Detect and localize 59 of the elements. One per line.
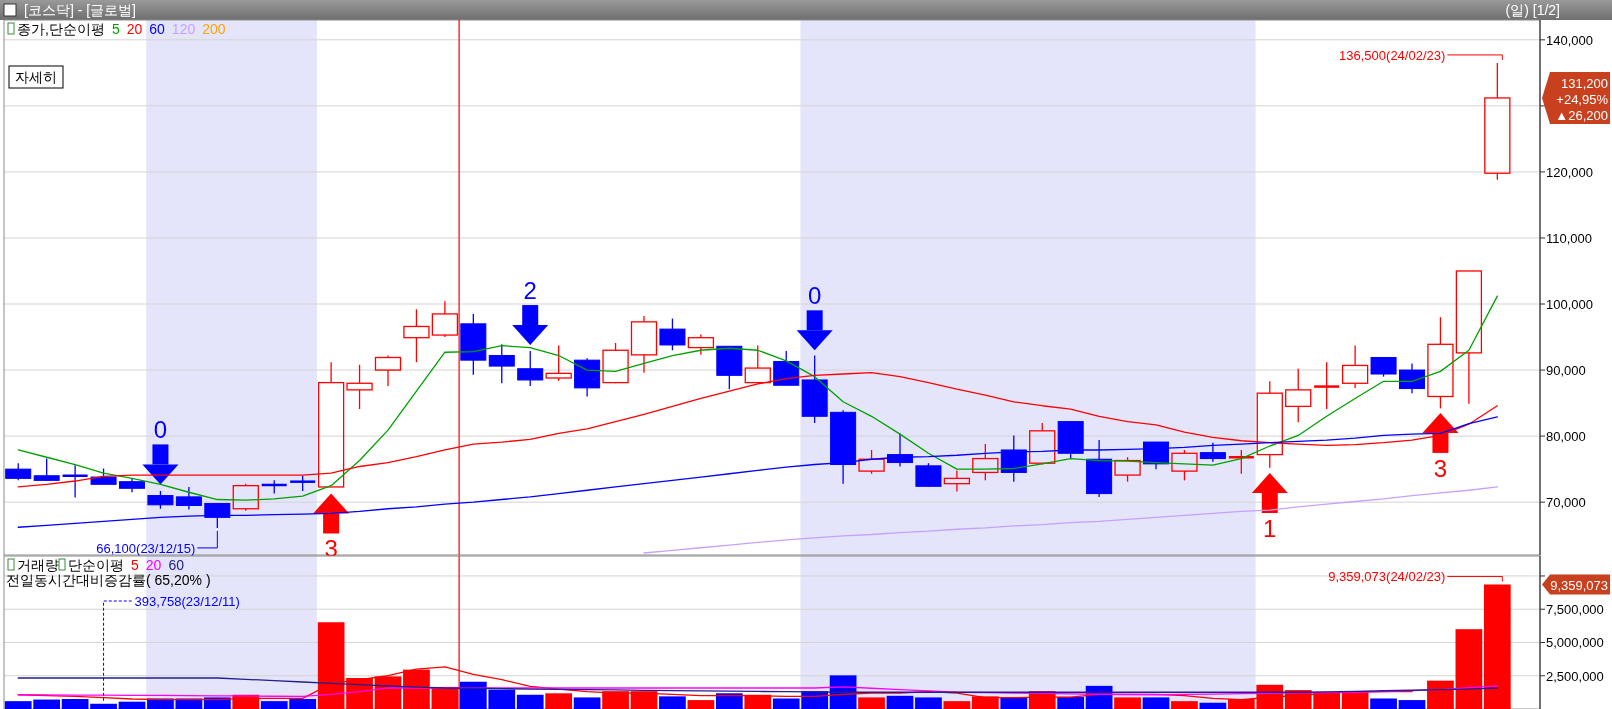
bar xyxy=(1057,696,1085,709)
bar xyxy=(545,693,573,709)
bar xyxy=(886,695,914,709)
bar xyxy=(1114,697,1141,709)
bar xyxy=(1370,698,1397,709)
legend-title: 종가,단순이평 xyxy=(17,21,105,37)
y-tick-label: 90,000 xyxy=(1546,363,1586,379)
annotation: 9,359,073(24/02/23) xyxy=(1328,569,1446,585)
bar xyxy=(573,697,601,709)
chart-subtitle: (일) [1/2] xyxy=(1505,2,1560,18)
bar xyxy=(858,697,885,709)
bar xyxy=(90,703,117,709)
text: 20 xyxy=(145,557,162,573)
bar xyxy=(1199,702,1227,709)
y-tick-label: 80,000 xyxy=(1546,429,1586,445)
y-tick-label: 7,500,000 xyxy=(1546,602,1604,618)
y-tick-label: 70,000 xyxy=(1546,495,1586,511)
bar xyxy=(1427,680,1454,709)
annotation: 393,758(23/12/11) xyxy=(134,594,240,609)
chart-title: 거래량 xyxy=(17,557,59,573)
text: 9,359,073 xyxy=(1550,578,1608,594)
legend-title: 단순이평 xyxy=(68,557,124,573)
line-series xyxy=(17,685,1498,698)
bar xyxy=(943,701,971,709)
text: 5 xyxy=(111,21,120,37)
bar xyxy=(1483,584,1511,709)
annotation: 2 xyxy=(523,277,537,305)
bar xyxy=(687,700,715,709)
bar xyxy=(516,694,544,709)
chart-title: [코스닥] - [글로벌] xyxy=(24,2,136,18)
y-tick-label: 140,000 xyxy=(1546,32,1593,48)
bar xyxy=(1455,629,1483,709)
y-tick-label: 2,500,000 xyxy=(1546,668,1604,684)
text: 60 xyxy=(168,557,185,573)
text: 5 xyxy=(131,557,139,573)
line-series xyxy=(17,677,1498,693)
annotation: 전일동시간대비증감률( 65,20% ) xyxy=(6,572,211,588)
bar xyxy=(175,698,203,709)
annotation: 1 xyxy=(1263,515,1277,543)
bar xyxy=(715,693,743,709)
bar xyxy=(118,701,146,709)
bar xyxy=(61,699,89,709)
y-tick-label: 100,000 xyxy=(1546,297,1593,313)
bar xyxy=(659,696,686,709)
annotation: 136,500(24/02/23) xyxy=(1339,47,1446,63)
bar xyxy=(203,697,231,709)
bar xyxy=(1142,697,1170,709)
text: 131,200 +24,95% ▲26,200 xyxy=(1555,75,1609,123)
annotation: 3 xyxy=(1433,454,1448,482)
bar xyxy=(1398,700,1426,709)
y-tick-label: 5,000,000 xyxy=(1546,635,1604,651)
bar xyxy=(1171,701,1198,709)
bar xyxy=(1000,697,1028,709)
bar xyxy=(147,698,174,709)
text: 20 xyxy=(126,21,143,37)
annotation: 자세히 xyxy=(15,69,57,85)
bar xyxy=(915,697,942,709)
y-tick-label: 120,000 xyxy=(1546,164,1593,180)
y-tick-label: 110,000 xyxy=(1546,230,1593,246)
